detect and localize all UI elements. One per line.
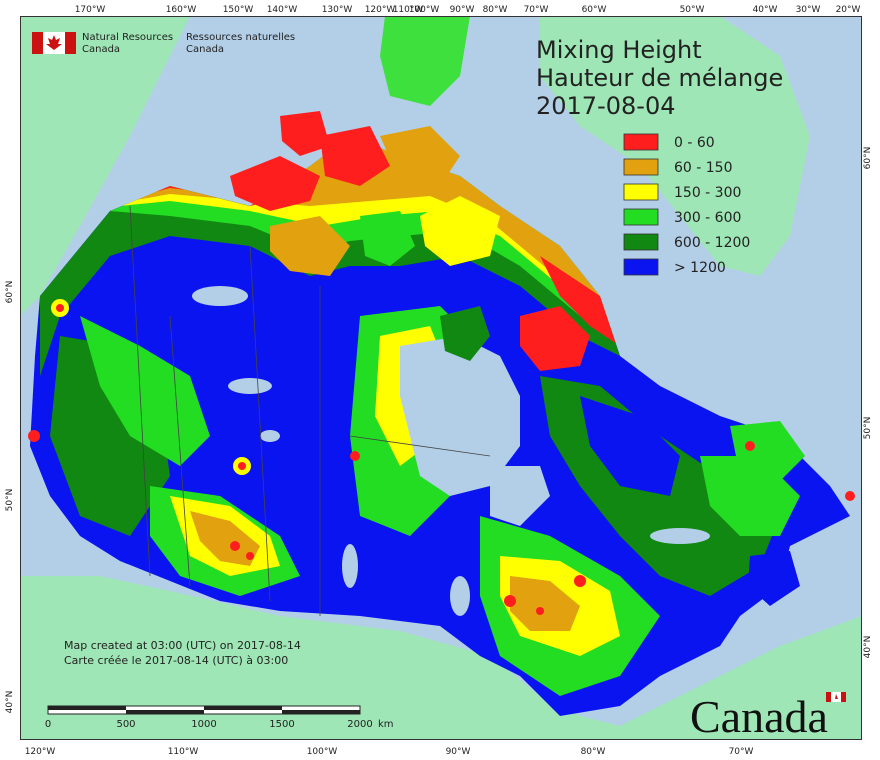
bottom-longitude-label: 70°W: [729, 747, 754, 757]
map-date: 2017-08-04: [536, 92, 675, 120]
flag-left-bar: [32, 32, 43, 54]
scale-tick-label: 500: [116, 719, 135, 730]
top-longitude-label: 140°W: [267, 5, 298, 15]
top-longitude-label: 130°W: [322, 5, 353, 15]
alaska-land: [20, 16, 190, 316]
arctic-island: [270, 216, 350, 276]
top-longitude-label: 50°W: [680, 5, 705, 15]
top-longitude-label: 110°W: [393, 5, 424, 15]
top-longitude-label: 80°W: [483, 5, 508, 15]
mixing-height-map: Natural Resources Canada Ressources natu…: [20, 16, 862, 740]
legend: 0 - 60 60 - 150 150 - 300 300 - 600 600 - 12…: [623, 133, 750, 276]
top-longitude-label: 100°W: [409, 5, 440, 15]
map-border: [20, 16, 862, 740]
newfoundland: [730, 421, 805, 481]
lakes: [192, 286, 710, 616]
arctic-island: [420, 196, 500, 266]
scale-tick-label: 1000: [191, 719, 216, 730]
arctic-island: [360, 211, 415, 266]
credit-en: Map created at 03:00 (UTC) on 2017-08-14: [64, 639, 301, 652]
scale-tick-label: 1500: [269, 719, 294, 730]
top-longitude-label: 60°W: [582, 5, 607, 15]
bottom-longitude-label: 110°W: [168, 747, 199, 757]
top-longitude-label: 40°W: [753, 5, 778, 15]
agency-en-line1: Natural Resources: [82, 32, 173, 43]
arctic-island: [230, 156, 320, 211]
scale-tick-label: 0: [45, 719, 51, 730]
top-longitude-label: 70°W: [524, 5, 549, 15]
top-longitude-label: 170°W: [75, 5, 106, 15]
title-en: Mixing Height: [536, 36, 702, 64]
legend-label: 300 - 600: [674, 210, 741, 226]
bottom-longitude-label: 100°W: [307, 747, 338, 757]
scale-tick-labels: 0 500 1000 1500 2000 km: [45, 719, 394, 730]
legend-swatch: [623, 233, 659, 251]
legend-swatch: [623, 183, 659, 201]
legend-label: 60 - 150: [674, 160, 733, 176]
legend-label: 0 - 60: [674, 135, 715, 151]
left-latitude-label: 40°N: [5, 691, 15, 714]
right-latitude-label: 50°N: [863, 417, 873, 440]
canada-wordmark: Canada: [690, 691, 828, 740]
agency-fr-line1: Ressources naturelles: [186, 32, 295, 43]
top-longitude-label: 160°W: [166, 5, 197, 15]
left-latitude-label: 50°N: [5, 489, 15, 512]
agency-en-line2: Canada: [82, 44, 120, 55]
left-latitude-label: 60°N: [5, 281, 15, 304]
flag-right-bar: [65, 32, 76, 54]
top-longitude-label: 120°W: [365, 5, 396, 15]
maple-leaf-icon: [835, 694, 838, 699]
agency-fr-line2: Canada: [186, 44, 224, 55]
arctic-island: [440, 306, 490, 361]
scale-bar: [47, 705, 361, 715]
bottom-longitude-label: 90°W: [446, 747, 471, 757]
credit-fr: Carte créée le 2017-08-14 (UTC) à 03:00: [64, 654, 288, 667]
legend-swatch: [623, 133, 659, 151]
bottom-longitude-label: 80°W: [581, 747, 606, 757]
top-longitude-label: 30°W: [796, 5, 821, 15]
top-longitude-label: 150°W: [223, 5, 254, 15]
legend-swatch: [623, 258, 659, 276]
arctic-island: [380, 126, 460, 186]
title-fr: Hauteur de mélange: [536, 64, 783, 92]
top-longitude-label: 20°W: [836, 5, 861, 15]
legend-swatch: [623, 158, 659, 176]
legend-swatch: [623, 208, 659, 226]
legend-label: 150 - 300: [674, 185, 741, 201]
hotspots: [28, 299, 855, 615]
arctic-island: [320, 126, 390, 186]
wordmark-flag: [826, 692, 846, 702]
top-longitude-label: 90°W: [450, 5, 475, 15]
right-latitude-label: 40°N: [863, 636, 873, 659]
nrcan-logo: [32, 32, 76, 54]
nova-scotia: [748, 551, 800, 606]
bottom-longitude-label: 120°W: [25, 747, 56, 757]
greenland-land: [540, 16, 810, 276]
provincial-borders: [129, 205, 491, 616]
legend-label: > 1200: [674, 260, 726, 276]
arctic-island: [280, 111, 330, 156]
legend-label: 600 - 1200: [674, 235, 750, 251]
usa-land: [20, 576, 862, 740]
baffin-tip: [520, 306, 590, 371]
ellesmere-north: [380, 16, 470, 106]
scale-tick-label: 2000: [347, 719, 372, 730]
maple-leaf-icon: [46, 35, 62, 50]
scale-unit: km: [378, 719, 394, 730]
right-latitude-label: 60°N: [863, 147, 873, 170]
